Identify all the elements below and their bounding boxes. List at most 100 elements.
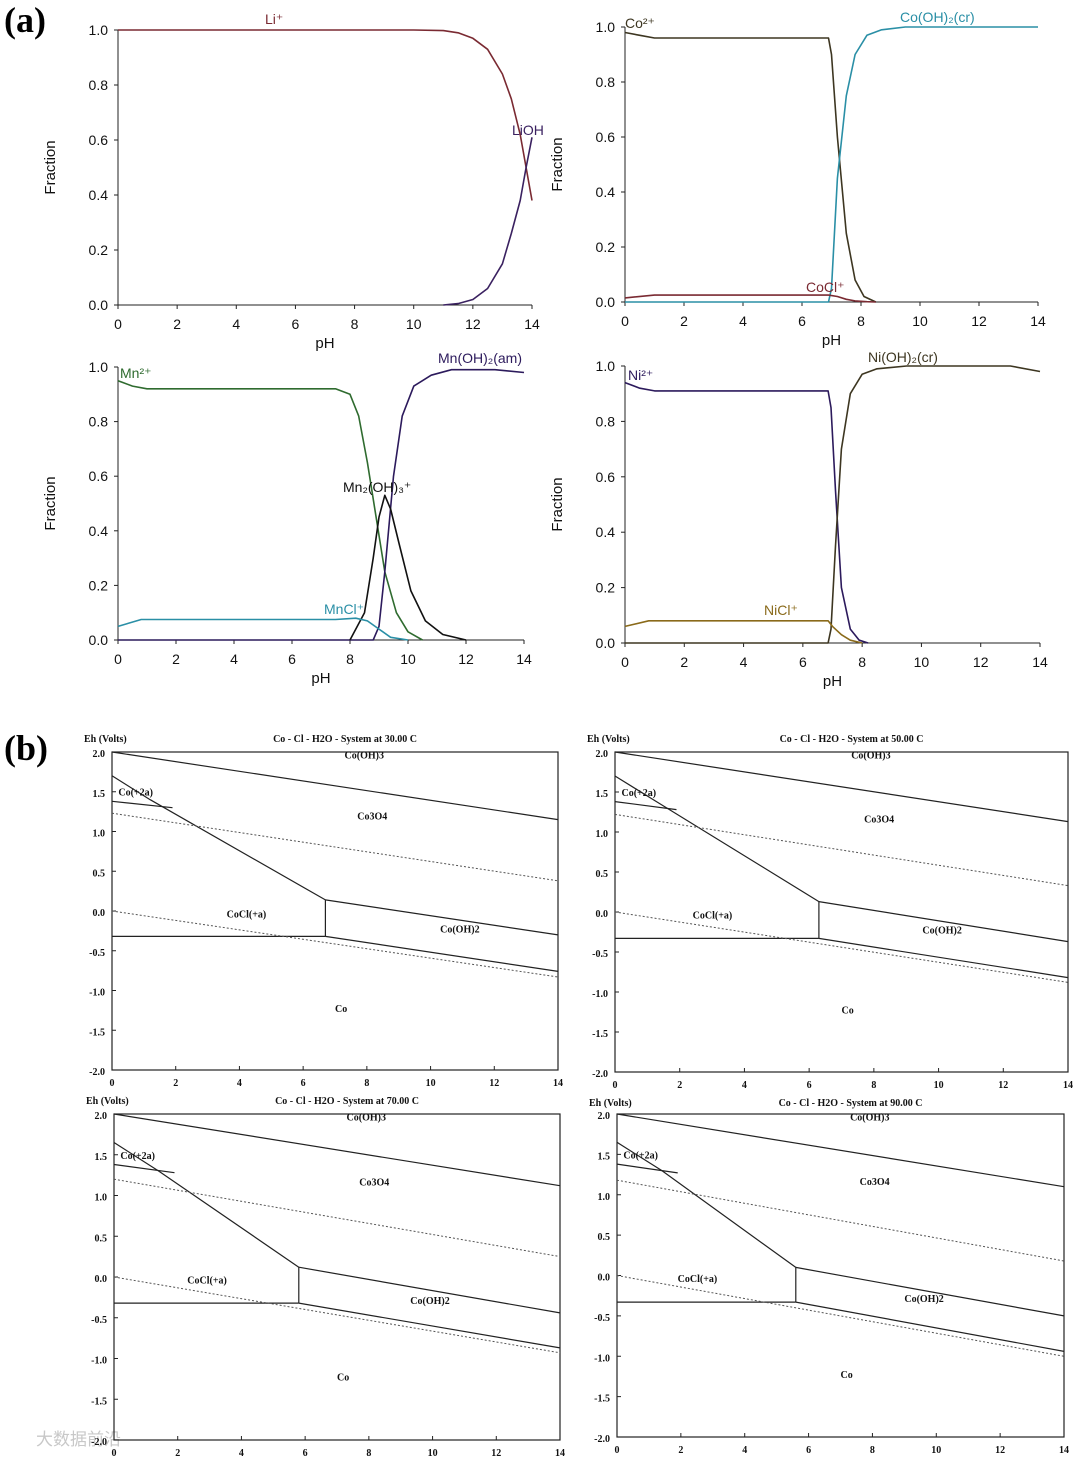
y-tick-label: 0.8 — [596, 413, 616, 429]
x-tick-label: 8 — [870, 1445, 875, 1456]
plot-frame — [113, 1113, 561, 1441]
x-tick-label: 14 — [1059, 1445, 1069, 1456]
x-axis-title: pH — [311, 670, 330, 687]
x-axis-title: pH — [822, 332, 841, 349]
x-tick-label: 2 — [173, 316, 181, 332]
y-tick-label: 1.0 — [598, 1192, 611, 1203]
region-label: CoCl(+a) — [678, 1274, 718, 1285]
x-tick-label: 8 — [346, 651, 354, 667]
region-label: Co3O4 — [357, 812, 387, 823]
region-label: Co(OH)2 — [440, 924, 479, 935]
x-tick-label: 6 — [303, 1448, 308, 1459]
x-tick-label: 2 — [172, 651, 180, 667]
series-label: Mn²⁺ — [120, 365, 152, 381]
region-label: Co — [841, 1370, 853, 1381]
y-tick-label: 2.0 — [93, 749, 106, 760]
y-tick-label: 0.0 — [598, 1273, 611, 1284]
x-tick-label: 12 — [491, 1448, 501, 1459]
plot-frame — [614, 751, 1069, 1073]
phase-boundary-line — [795, 1301, 1065, 1352]
region-label: Co(OH)3 — [347, 1113, 386, 1124]
x-tick-label: 6 — [807, 1080, 812, 1091]
phase-boundary-line — [325, 935, 559, 972]
y-tick-label: 1.0 — [89, 359, 109, 375]
water-stability-line — [113, 1178, 561, 1258]
y-tick-label: 0.0 — [89, 632, 109, 648]
x-tick-label: 2 — [680, 654, 688, 670]
y-tick-label: 0.6 — [596, 469, 616, 485]
y-tick-label: 0.2 — [89, 577, 109, 593]
phase-boundary-line — [614, 801, 677, 811]
x-tick-label: 10 — [914, 654, 930, 670]
y-tick-label: 0.4 — [89, 187, 109, 203]
series-label: Li⁺ — [265, 11, 283, 27]
x-axis-title: pH — [823, 673, 842, 690]
water-stability-line — [111, 812, 559, 882]
x-tick-label: 0 — [621, 654, 629, 670]
y-tick-label: -0.5 — [594, 1313, 610, 1324]
x-tick-label: 4 — [232, 316, 240, 332]
x-tick-label: 6 — [806, 1445, 811, 1456]
region-label: Co(OH)3 — [345, 750, 384, 761]
x-axis-title: pH — [315, 335, 334, 352]
y-tick-label: -1.0 — [89, 988, 105, 999]
series-line — [117, 379, 423, 641]
region-label: Co(OH)3 — [850, 1112, 889, 1123]
x-tick-label: 6 — [798, 313, 806, 329]
y-axis-title: Fraction — [42, 476, 59, 530]
phase-boundary-line — [113, 1113, 561, 1187]
plot-frame — [111, 751, 559, 1071]
x-tick-label: 14 — [555, 1448, 565, 1459]
y-tick-label: -0.5 — [89, 948, 105, 959]
y-tick-label: 0.6 — [596, 129, 616, 145]
phase-boundary-line — [795, 1266, 1065, 1317]
x-tick-label: 4 — [239, 1448, 244, 1459]
region-label: Co(OH)2 — [904, 1294, 943, 1305]
water-stability-line — [616, 1179, 1065, 1262]
series-line — [625, 26, 1038, 303]
y-tick-label: -1.0 — [91, 1356, 107, 1367]
y-tick-label: 1.0 — [596, 19, 616, 35]
y-tick-label: 0.5 — [598, 1232, 611, 1243]
region-label: Co(OH)3 — [851, 750, 890, 761]
series-label: NiCl⁺ — [764, 602, 798, 618]
y-tick-label: -1.5 — [594, 1394, 610, 1405]
series-line — [443, 137, 533, 306]
phase-boundary-line — [614, 775, 820, 903]
x-tick-label: 10 — [406, 316, 422, 332]
series-line — [118, 29, 533, 201]
x-tick-label: 8 — [871, 1080, 876, 1091]
charts-layer: 0 2 4 6 8 10 12 14 0.0 0.2 0.4 0.6 0.8 1.0 pH Fraction L… — [42, 9, 1073, 1459]
phase-boundary-line — [298, 1302, 561, 1349]
series-label: CoCl⁺ — [806, 279, 845, 295]
x-tick-label: 8 — [857, 313, 865, 329]
x-tick-label: 2 — [678, 1445, 683, 1456]
x-tick-label: 12 — [458, 651, 474, 667]
x-tick-label: 6 — [301, 1078, 306, 1089]
region-label: Co3O4 — [359, 1178, 389, 1189]
x-tick-label: 10 — [426, 1078, 436, 1089]
y-tick-label: -0.5 — [91, 1315, 107, 1326]
series-line — [624, 620, 863, 644]
y-tick-label: -0.5 — [592, 949, 608, 960]
x-tick-label: 4 — [237, 1078, 242, 1089]
y-tick-label: -1.5 — [592, 1029, 608, 1040]
y-tick-label: 0.2 — [89, 242, 109, 258]
region-label: Co(OH)2 — [410, 1296, 449, 1307]
x-tick-label: 14 — [1030, 313, 1046, 329]
phase-boundary-line — [325, 899, 559, 936]
x-tick-label: 10 — [934, 1080, 944, 1091]
y-axis-title: Eh (Volts) — [589, 1098, 632, 1109]
y-tick-label: -1.0 — [594, 1353, 610, 1364]
series-label: Mn(OH)₂(am) — [438, 350, 522, 366]
y-axis-title: Eh (Volts) — [587, 734, 630, 745]
region-label: Co3O4 — [860, 1177, 890, 1188]
y-tick-label: 0.5 — [93, 868, 106, 879]
region-label: Co(+2a) — [623, 1150, 658, 1161]
region-label: Co — [842, 1006, 854, 1017]
series-label: Ni²⁺ — [628, 367, 653, 383]
y-tick-label: 1.5 — [598, 1151, 611, 1162]
y-tick-label: 1.5 — [93, 789, 106, 800]
x-tick-label: 8 — [366, 1448, 371, 1459]
